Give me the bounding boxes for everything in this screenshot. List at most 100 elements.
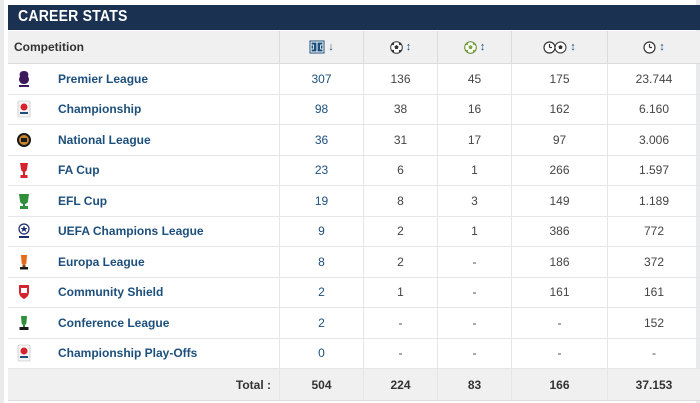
community-shield-logo [19, 285, 29, 300]
assists-value: 1 [437, 155, 511, 185]
assists-value: 45 [437, 64, 511, 94]
assists-value: 16 [437, 94, 511, 124]
table-row: Europa League 8 2 - 186 372 [8, 247, 700, 278]
column-header-minutes-per-goal[interactable]: ↕ [511, 31, 607, 63]
minutes-played-value: 1.189 [607, 186, 700, 216]
minutes-per-goal-value: 175 [511, 64, 607, 94]
table-row: UEFA Champions League 9 2 1 386 772 [8, 216, 700, 247]
appearances-link[interactable]: 19 [314, 193, 329, 208]
minutes-per-goal-value: - [511, 338, 607, 368]
premier-league-logo [19, 70, 29, 87]
page-title: CAREER STATS [18, 8, 128, 25]
table-row: Conference League 2 - - - 152 [8, 308, 700, 339]
europa-league-logo [20, 254, 28, 270]
goals-value: 2 [363, 247, 437, 277]
conference-league-logo [19, 315, 29, 330]
goals-icon [389, 40, 403, 54]
minutes-per-goal-value: 97 [511, 125, 607, 155]
minutes-played-value: 161 [607, 277, 700, 307]
championship-logo [17, 100, 31, 118]
competition-link[interactable]: Europa League [58, 254, 145, 269]
competition-link[interactable]: FA Cup [58, 163, 100, 178]
appearances-link[interactable]: 23 [314, 163, 329, 178]
column-header-appearances[interactable]: ↓ [279, 31, 363, 63]
assists-value: 17 [437, 125, 511, 155]
assists-value: - [437, 338, 511, 368]
table-body: Premier League 307 136 45 175 23.744 Cha… [8, 64, 700, 369]
minutes-per-goal-value: 161 [511, 277, 607, 307]
total-label: Total : [235, 377, 271, 392]
competition-link[interactable]: EFL Cup [58, 193, 108, 208]
table-row: FA Cup 23 6 1 266 1.597 [8, 155, 700, 186]
sort-icon: ↕ [570, 41, 576, 53]
assists-value: - [437, 247, 511, 277]
appearances-link[interactable]: 2 [318, 285, 325, 300]
goals-value: 31 [363, 125, 437, 155]
competition-label: Competition [14, 40, 84, 54]
minutes-per-goal-value: 386 [511, 216, 607, 246]
goals-value: 8 [363, 186, 437, 216]
appearances-link[interactable]: 307 [311, 71, 332, 86]
goals-value: 136 [363, 64, 437, 94]
competition-link[interactable]: Conference League [58, 315, 170, 330]
column-header-competition: Competition [8, 31, 279, 63]
table-row: National League 36 31 17 97 3.006 [8, 125, 700, 156]
minutes-played-value: 6.160 [607, 94, 700, 124]
playoffs-logo [17, 344, 31, 362]
table-total-row: Total : 504 224 83 166 37.153 [8, 369, 700, 401]
competition-link[interactable]: Community Shield [58, 285, 164, 300]
goals-value: 2 [363, 216, 437, 246]
minutes-per-goal-value: 162 [511, 94, 607, 124]
table-header-row: Competition ↓ [8, 31, 700, 64]
minutes-played-value: 23.744 [607, 64, 700, 94]
minutes-per-goal-icon [543, 40, 567, 54]
total-assists: 83 [437, 369, 511, 400]
minutes-played-value: 772 [607, 216, 700, 246]
appearances-link[interactable]: 9 [318, 224, 325, 239]
assists-value: 3 [437, 186, 511, 216]
champions-league-logo [18, 223, 30, 239]
minutes-played-value: 152 [607, 308, 700, 338]
total-minutes-per-goal: 166 [511, 369, 607, 400]
efl-cup-logo [19, 193, 29, 209]
sort-icon: ↕ [659, 41, 665, 53]
competition-link[interactable]: Championship [58, 102, 142, 117]
career-stats-table: Competition ↓ [8, 31, 700, 401]
appearances-link[interactable]: 2 [318, 315, 325, 330]
minutes-per-goal-value: 266 [511, 155, 607, 185]
competition-link[interactable]: UEFA Champions League [58, 224, 204, 239]
goals-value: - [363, 338, 437, 368]
minutes-per-goal-value: - [511, 308, 607, 338]
column-header-assists[interactable]: ↕ [437, 31, 511, 63]
appearances-link[interactable]: 0 [318, 346, 325, 361]
career-stats-header: CAREER STATS [8, 5, 700, 30]
appearances-link[interactable]: 98 [314, 102, 329, 117]
appearances-link[interactable]: 36 [314, 132, 329, 147]
minutes-per-goal-value: 186 [511, 247, 607, 277]
sort-desc-icon: ↓ [328, 41, 334, 53]
assists-value: - [437, 277, 511, 307]
competition-link[interactable]: Championship Play-Offs [58, 346, 198, 361]
table-row: Premier League 307 136 45 175 23.744 [8, 64, 700, 95]
appearances-icon [309, 40, 325, 54]
minutes-played-value: 1.597 [607, 155, 700, 185]
column-header-minutes-played[interactable]: ↕ [607, 31, 700, 63]
sort-icon: ↕ [479, 41, 486, 53]
total-goals: 224 [363, 369, 437, 400]
goals-value: - [363, 308, 437, 338]
minutes-played-icon [643, 40, 656, 54]
table-row: EFL Cup 19 8 3 149 1.189 [8, 186, 700, 217]
goals-value: 1 [363, 277, 437, 307]
competition-link[interactable]: Premier League [58, 71, 149, 86]
minutes-per-goal-value: 149 [511, 186, 607, 216]
assists-value: - [437, 308, 511, 338]
column-header-goals[interactable]: ↕ [363, 31, 437, 63]
assists-value: 1 [437, 216, 511, 246]
total-minutes-played: 37.153 [607, 369, 700, 400]
competition-link[interactable]: National League [58, 132, 151, 147]
goals-value: 6 [363, 155, 437, 185]
appearances-link[interactable]: 8 [318, 254, 325, 269]
sort-icon: ↕ [405, 41, 412, 53]
table-row: Championship 98 38 16 162 6.160 [8, 94, 700, 125]
